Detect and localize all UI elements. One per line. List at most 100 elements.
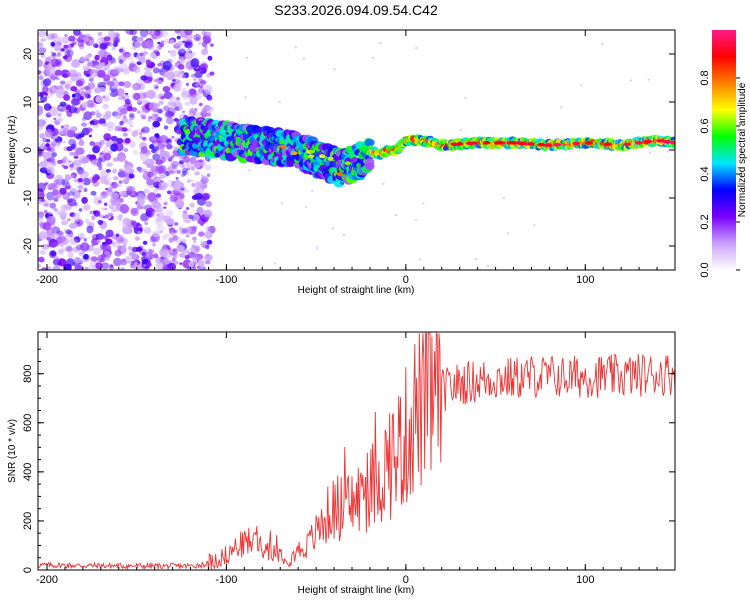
- noise-blob: [38, 256, 45, 263]
- noise-speck: [666, 150, 669, 153]
- noise-blob: [204, 230, 213, 239]
- noise-blob: [90, 119, 99, 126]
- noise-blob: [182, 38, 186, 42]
- noise-blob: [91, 243, 95, 247]
- noise-blob: [145, 251, 153, 260]
- noise-blob: [72, 93, 76, 98]
- noise-blob: [183, 114, 188, 118]
- noise-blob: [166, 144, 173, 150]
- noise-blob: [163, 206, 167, 209]
- noise-speck: [464, 96, 467, 100]
- noise-speck: [302, 57, 306, 60]
- noise-blob: [142, 172, 147, 176]
- noise-blob: [201, 194, 210, 201]
- noise-blob: [108, 212, 114, 217]
- noise-blob: [209, 71, 215, 76]
- noise-blob: [180, 173, 185, 177]
- noise-blob: [57, 159, 64, 164]
- noise-blob: [180, 70, 185, 75]
- noise-blob: [53, 138, 60, 143]
- noise-blob: [205, 253, 210, 257]
- noise-blob: [87, 264, 97, 270]
- noise-blob: [189, 88, 198, 98]
- noise-blob: [146, 178, 154, 186]
- noise-blob: [82, 177, 91, 186]
- noise-blob: [122, 227, 132, 235]
- noise-blob: [81, 157, 90, 164]
- colorbar-tick-label: 0.6: [699, 118, 711, 133]
- noise-blob: [139, 56, 146, 62]
- noise-blob: [184, 41, 193, 49]
- noise-blob: [193, 78, 197, 81]
- noise-blob: [97, 200, 102, 204]
- noise-blob: [86, 41, 90, 44]
- noise-blob: [126, 185, 136, 193]
- noise-blob: [124, 160, 128, 164]
- noise-blob: [192, 225, 198, 231]
- noise-blob: [96, 37, 105, 45]
- noise-blob: [177, 48, 187, 57]
- noise-blob: [88, 39, 95, 45]
- noise-blob: [182, 167, 188, 174]
- noise-speck: [629, 79, 633, 82]
- noise-blob: [174, 42, 180, 47]
- noise-blob: [146, 76, 154, 82]
- noise-blob: [63, 94, 70, 101]
- noise-blob: [55, 140, 61, 146]
- noise-blob: [106, 162, 113, 167]
- noise-blob: [112, 168, 117, 174]
- noise-blob: [174, 189, 179, 195]
- ridge-peak: [526, 142, 535, 146]
- ridge-peak: [291, 151, 298, 156]
- noise-blob: [198, 254, 204, 260]
- noise-blob: [61, 220, 69, 226]
- noise-speck: [422, 202, 425, 205]
- noise-blob: [105, 169, 111, 173]
- ridge-peak: [634, 141, 643, 145]
- ridge-peak: [670, 140, 675, 145]
- noise-blob: [192, 213, 200, 221]
- bottom-y-tick-label: 200: [22, 512, 34, 530]
- noise-blob: [114, 249, 122, 257]
- noise-blob: [53, 84, 59, 89]
- noise-blob: [173, 260, 179, 265]
- noise-blob: [50, 226, 61, 234]
- ridge-peak: [309, 149, 316, 154]
- noise-blob: [62, 182, 71, 189]
- noise-blob: [165, 209, 173, 217]
- noise-speck: [415, 46, 418, 50]
- noise-blob: [103, 152, 112, 161]
- noise-blob: [62, 156, 68, 161]
- noise-blob: [86, 54, 92, 59]
- noise-blob: [110, 192, 119, 201]
- noise-blob: [70, 98, 80, 106]
- noise-blob: [59, 101, 67, 107]
- noise-blob: [135, 213, 140, 216]
- noise-blob: [201, 30, 207, 36]
- noise-blob: [156, 224, 165, 232]
- noise-blob: [172, 180, 181, 190]
- noise-blob: [199, 80, 206, 85]
- bottom-axes: -200 -100 0 100 0 200 400 600 800: [22, 332, 676, 586]
- noise-blob: [38, 201, 42, 204]
- noise-blob: [73, 166, 80, 171]
- noise-blob: [58, 87, 65, 95]
- ridge-peak: [553, 142, 562, 147]
- noise-blob: [119, 70, 124, 73]
- noise-blob: [63, 90, 69, 96]
- noise-blob: [134, 236, 140, 241]
- noise-blob: [102, 67, 108, 72]
- noise-blob: [203, 84, 213, 94]
- noise-blob: [136, 37, 141, 41]
- noise-blob: [182, 210, 187, 214]
- noise-blob: [117, 96, 123, 101]
- noise-blob: [141, 259, 149, 265]
- noise-blob: [79, 96, 84, 100]
- noise-blob: [142, 171, 152, 181]
- noise-blob: [69, 164, 75, 168]
- noise-blob: [51, 53, 57, 59]
- noise-blob: [160, 252, 168, 258]
- noise-blob: [84, 93, 91, 99]
- ridge-peak: [509, 141, 518, 145]
